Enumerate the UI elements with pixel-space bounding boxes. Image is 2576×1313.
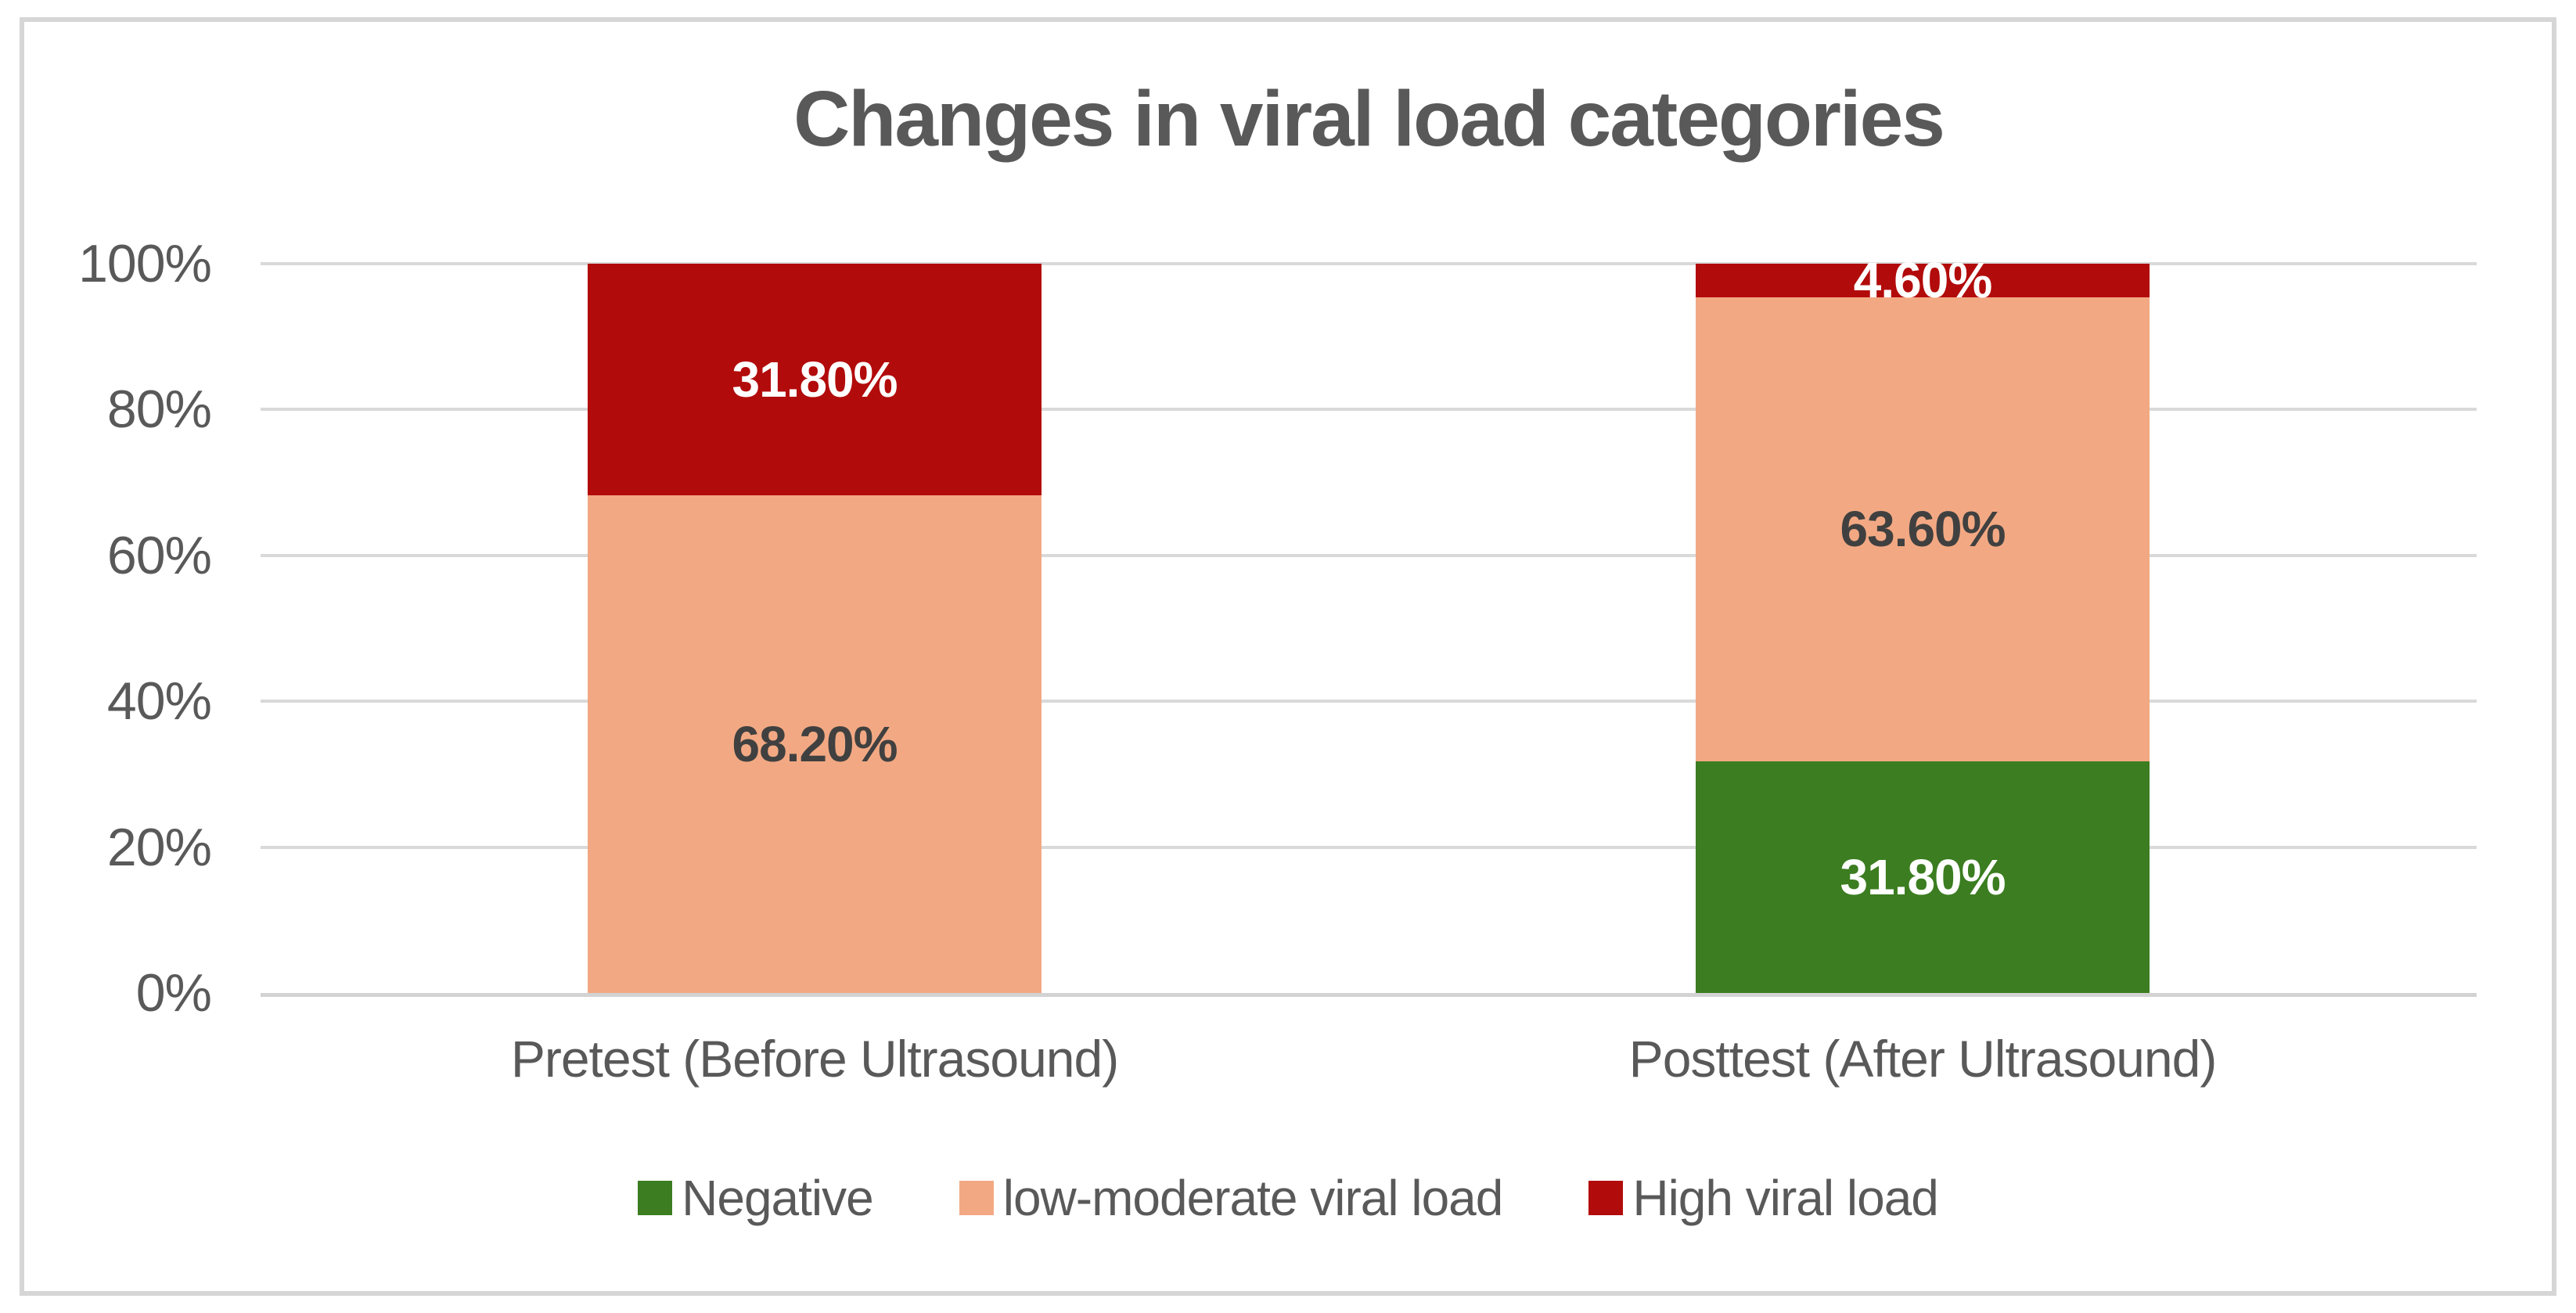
data-label-low-moderate-viral-load: 68.20% [732,716,898,773]
legend-item-high-viral-load: High viral load [1588,1170,1939,1226]
gridline-20% [261,845,2477,849]
legend-label: High viral load [1632,1170,1939,1226]
data-label-high-viral-load: 31.80% [732,351,898,408]
y-tick-label-0: 0% [135,963,212,1023]
y-tick-label-60: 60% [106,525,212,585]
chart-border [20,17,2556,1296]
legend-swatch-icon [1588,1181,1624,1216]
legend-swatch-icon [638,1181,673,1216]
data-label-low-moderate-viral-load: 63.60% [1840,501,2006,558]
y-tick-label-40: 40% [106,671,212,732]
data-label-negative: 31.80% [1840,848,2006,905]
bar-pretest-before-ultrasound: 68.20% 31.80% [588,264,1042,993]
gridline-60% [261,553,2477,557]
plot-area: 0% 20% 40% 60% 80% 100% 68.20% 31.80% 31.80% 63.6… [78,237,2477,1020]
gridline-80% [261,408,2477,412]
y-tick-label-80: 80% [106,380,212,440]
x-axis-line [261,993,2477,997]
y-tick-label-100: 100% [78,234,212,293]
gridline-100% [261,262,2477,265]
data-label-high-viral-load: 4.60% [1853,252,1992,309]
gridline-40% [261,700,2477,703]
chart-title: Changes in viral load categories [793,75,1945,163]
segment-high-viral-load: 4.60% [1696,255,2150,305]
segment-negative: 31.80% [1696,761,2150,993]
legend-item-negative: Negative [638,1170,874,1226]
legend-item-low-moderate-viral-load: low-moderate viral load [959,1171,1503,1225]
legend-label: Negative [682,1170,874,1226]
legend-label: low-moderate viral load [1002,1170,1504,1226]
x-axis-label-pretest-before-ultrasound: Pretest (Before Ultrasound) [510,1030,1119,1088]
legend: Negative low-moderate viral load High vira… [0,1171,2576,1225]
legend-swatch-icon [959,1181,994,1216]
segment-low-moderate-viral-load: 68.20% [588,495,1042,993]
bar-posttest-after-ultrasound: 31.80% 63.60% 4.60% [1696,255,2150,993]
y-tick-label-20: 20% [106,817,212,877]
x-axis-label-posttest-after-ultrasound: Posttest (After Ultrasound) [1628,1030,2218,1088]
segment-low-moderate-viral-load: 63.60% [1696,297,2150,761]
segment-high-viral-load: 31.80% [588,264,1042,496]
